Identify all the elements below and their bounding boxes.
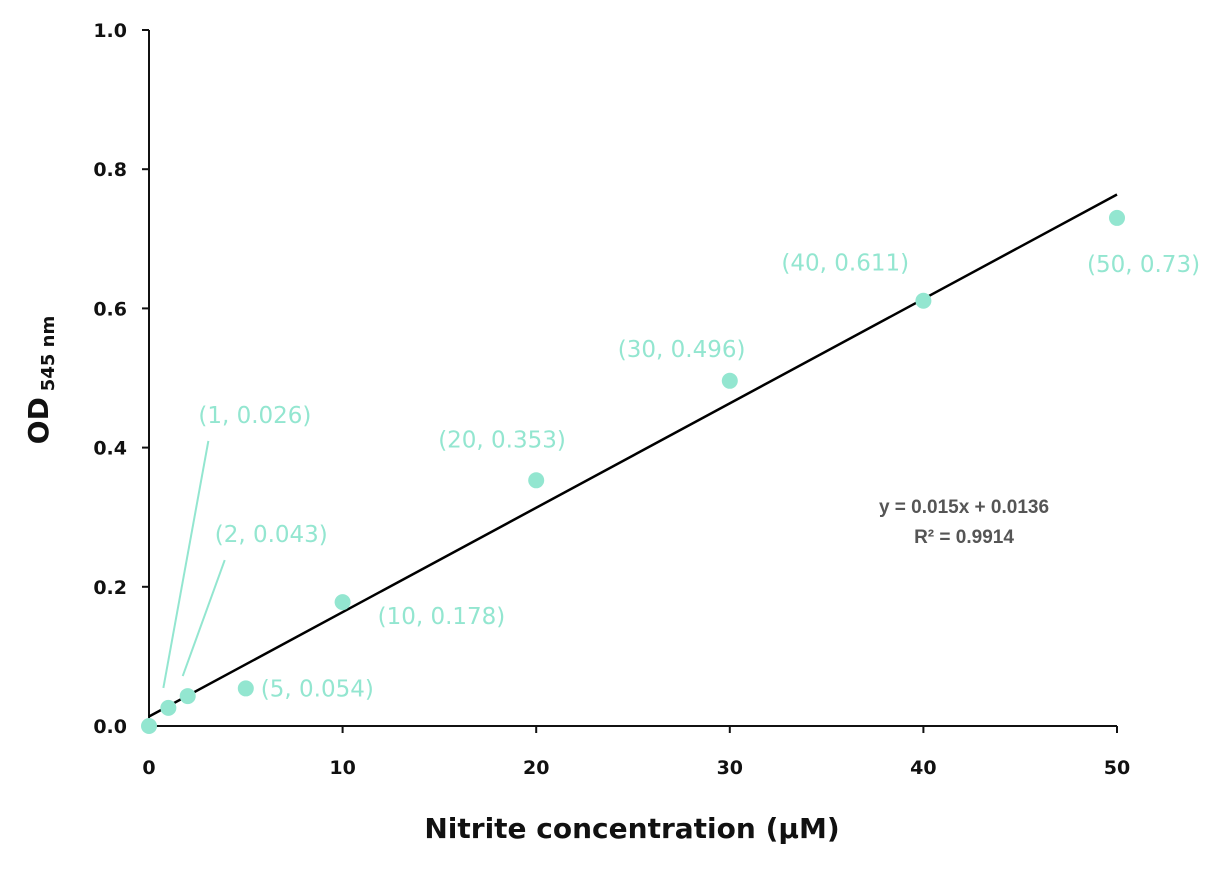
y-tick-label: 0.2 — [93, 577, 127, 599]
label-leader-lines — [162, 440, 226, 689]
data-point — [915, 292, 932, 309]
y-axis-ticks: 0.0 0.2 0.4 0.6 0.8 1.0 — [93, 20, 149, 738]
y-axis-title-group: OD 545 nm — [22, 316, 59, 444]
y-tick-label: 0.4 — [93, 438, 127, 460]
x-tick-label: 0 — [142, 757, 155, 779]
y-axis-title-main: OD — [22, 397, 55, 444]
x-tick-label: 20 — [523, 757, 549, 779]
data-label: (1, 0.026) — [198, 403, 311, 429]
x-axis-title: Nitrite concentration (µM) — [424, 812, 839, 845]
data-label: (50, 0.73) — [1087, 252, 1200, 278]
data-point — [160, 699, 177, 716]
data-point — [237, 680, 254, 697]
trendline-equation: y = 0.015x + 0.0136 — [879, 497, 1049, 518]
leader-line — [162, 440, 210, 689]
data-point — [1109, 209, 1125, 226]
data-points — [141, 209, 1125, 734]
data-label: (5, 0.054) — [261, 676, 374, 702]
data-labels: (1, 0.026) (2, 0.043) (5, 0.054) (10, 0.178… — [198, 251, 1200, 703]
y-axis-title-subscript: 545 nm — [38, 316, 59, 391]
trendline-path — [148, 193, 1118, 718]
y-tick-label: 0.8 — [93, 159, 127, 181]
y-tick-label: 0.6 — [93, 298, 127, 320]
x-tick-label: 40 — [910, 757, 936, 779]
axes — [148, 30, 1117, 727]
data-label: (2, 0.043) — [215, 522, 328, 548]
data-label: (20, 0.353) — [438, 427, 566, 453]
x-tick-label: 10 — [329, 757, 355, 779]
data-point — [334, 594, 351, 611]
x-tick-label: 50 — [1104, 757, 1130, 779]
r-squared-value: R² = 0.9914 — [914, 527, 1014, 548]
data-point — [141, 718, 157, 734]
data-label: (30, 0.496) — [618, 337, 746, 363]
leader-line — [181, 559, 226, 677]
trendline — [148, 193, 1118, 718]
data-label: (40, 0.611) — [781, 251, 909, 277]
data-point — [721, 372, 738, 389]
y-axis-title: OD 545 nm — [22, 316, 59, 444]
data-point — [179, 688, 196, 705]
x-axis-ticks: 0 10 20 30 40 50 — [142, 726, 1130, 779]
data-point — [528, 472, 545, 489]
x-tick-label: 30 — [717, 757, 743, 779]
y-tick-label: 0.0 — [93, 716, 127, 738]
data-label: (10, 0.178) — [378, 604, 506, 630]
y-tick-label: 1.0 — [93, 20, 127, 42]
